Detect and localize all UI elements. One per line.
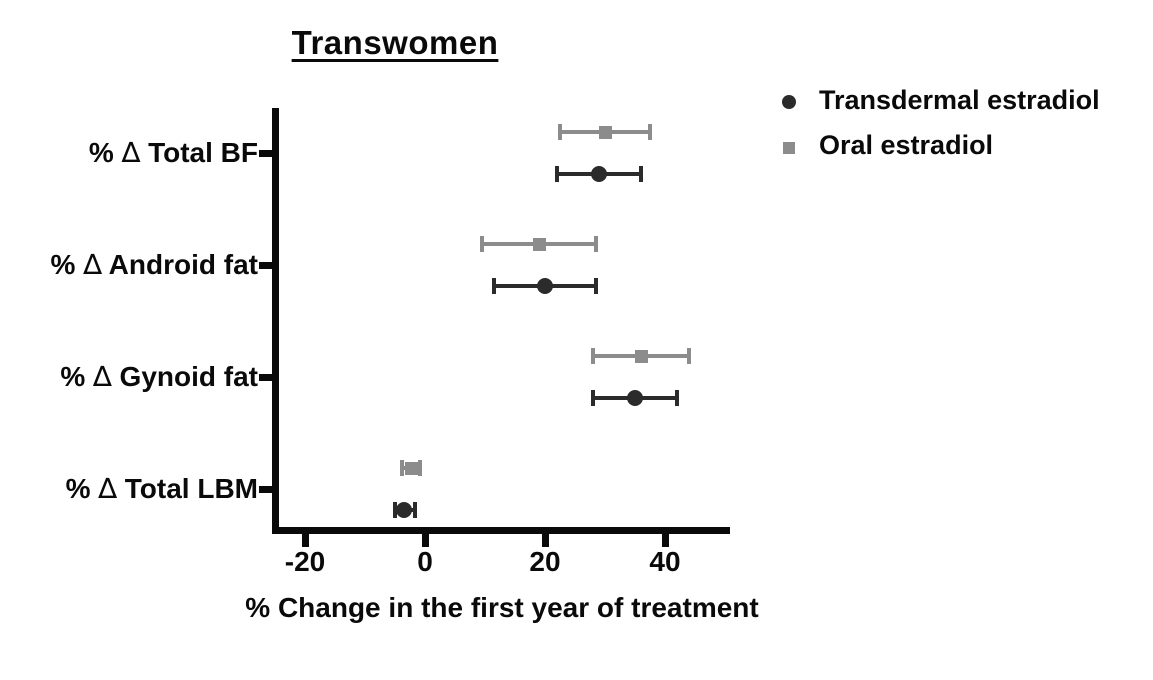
error-bar-cap-left — [492, 278, 496, 294]
error-bar-cap-right — [412, 502, 417, 518]
delta-glyph: ∆ — [83, 248, 102, 281]
error-bar-cap-left — [558, 124, 562, 140]
delta-glyph: ∆ — [121, 136, 141, 169]
error-bar-cap-left — [480, 236, 484, 252]
x-axis-tick — [542, 534, 549, 547]
x-axis-tick — [662, 534, 669, 547]
category-label: % ∆ Total BF — [88, 136, 258, 169]
error-bar-cap-left — [400, 460, 405, 476]
x-axis-tick — [302, 534, 309, 547]
legend-circle-icon — [782, 95, 796, 109]
x-axis-line — [272, 527, 730, 534]
category-label: % ∆ Total LBM — [65, 472, 258, 505]
category-label: % ∆ Android fat — [50, 248, 258, 281]
data-point-square — [405, 461, 419, 475]
data-point-square — [598, 125, 612, 139]
legend-label: Transdermal estradiol — [819, 85, 1100, 115]
error-bar-cap-right — [594, 236, 598, 252]
error-bar-cap-left — [591, 390, 595, 406]
legend-square-icon — [783, 142, 795, 154]
x-tick-label: 40 — [649, 546, 681, 577]
data-point-circle — [396, 502, 412, 518]
chart-title: Transwomen — [291, 24, 499, 61]
x-axis-tick — [422, 534, 429, 547]
x-tick-label: -20 — [284, 546, 326, 577]
delta-glyph: ∆ — [93, 360, 112, 393]
x-axis-title: % Change in the first year of treatment — [245, 592, 759, 623]
y-axis-line — [272, 108, 279, 534]
error-bar-cap-right — [648, 124, 652, 140]
category-label: % ∆ Gynoid fat — [60, 360, 258, 393]
x-tick-label: 0 — [417, 546, 433, 577]
legend-label: Oral estradiol — [819, 130, 994, 160]
x-tick-label: 20 — [529, 546, 561, 577]
data-point-circle — [591, 166, 607, 182]
error-bar-cap-left — [591, 348, 595, 364]
error-bar-cap-right — [639, 166, 643, 182]
delta-glyph: ∆ — [98, 472, 117, 505]
data-point-square — [634, 349, 648, 363]
data-point-square — [532, 237, 546, 251]
y-axis-tick — [259, 150, 272, 157]
data-point-circle — [537, 278, 553, 294]
error-bar-cap-right — [675, 390, 679, 406]
y-axis-tick — [259, 262, 272, 269]
y-axis-tick — [259, 374, 272, 381]
y-axis-tick — [259, 486, 272, 493]
error-bar-cap-right — [687, 348, 691, 364]
error-bar-cap-left — [555, 166, 559, 182]
error-bar-cap-right — [594, 278, 598, 294]
data-point-circle — [627, 390, 643, 406]
error-bar-cap-left — [393, 502, 397, 518]
error-bar-cap-right — [418, 460, 423, 476]
